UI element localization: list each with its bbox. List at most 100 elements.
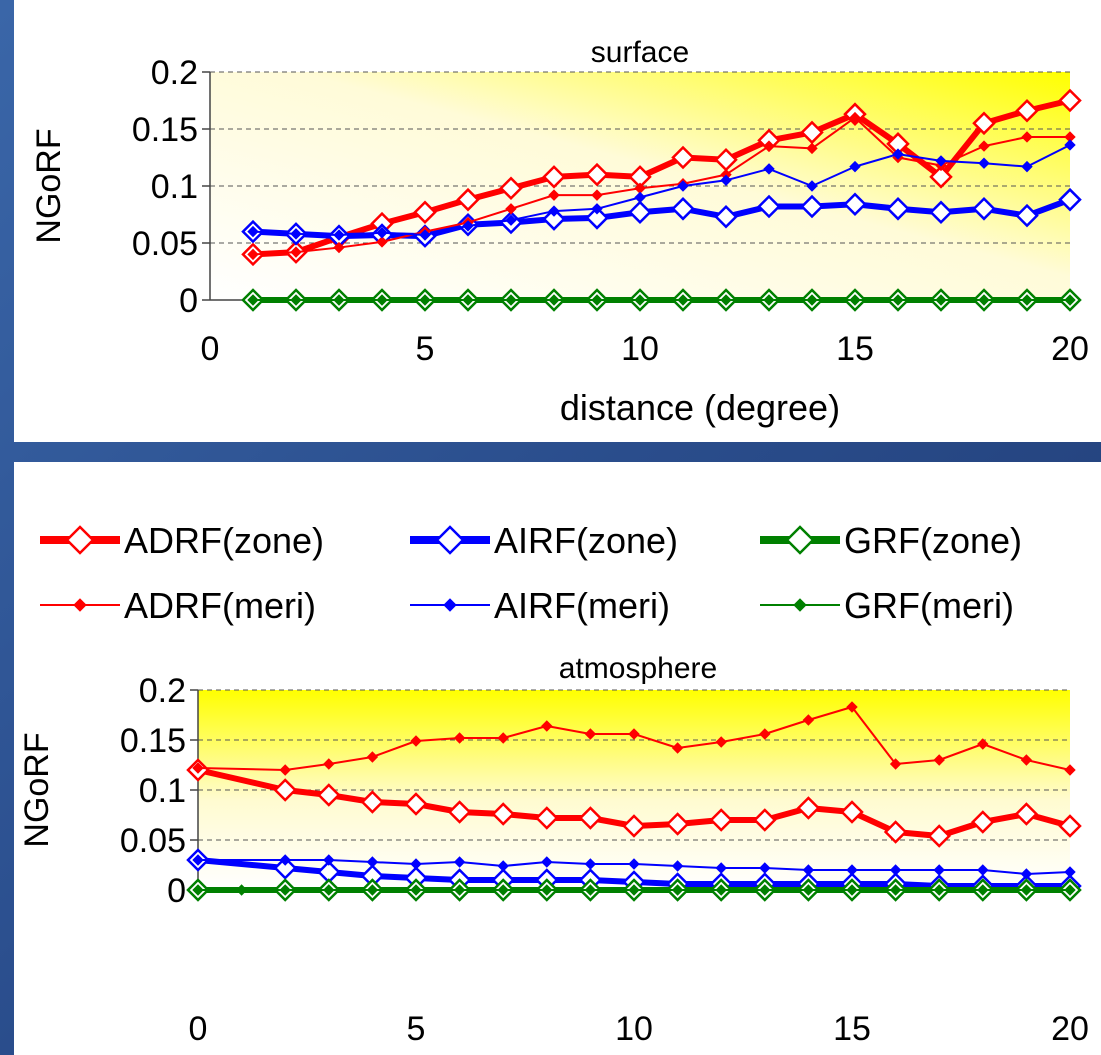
legend-label: GRF(zone) (844, 520, 1022, 561)
legend-swatch-marker (443, 598, 457, 612)
atmosphere-point-airf-meri (192, 854, 204, 866)
surface-x-tick-label: 5 (416, 330, 435, 368)
atmosphere-point-airf-meri (671, 860, 684, 872)
surface-point-adrf-zone (671, 145, 695, 170)
atmosphere-line-adrf-meri (197, 706, 1071, 771)
surface-chart-title: surface (591, 36, 689, 69)
legend-item-adrf-meri: ADRF(meri) (40, 585, 316, 626)
atmosphere-point-adrf-meri (192, 762, 204, 774)
atmosphere-point-adrf-zone (709, 808, 733, 832)
atmosphere-point-adrf-meri (671, 742, 684, 754)
atmosphere-point-adrf-meri (933, 754, 945, 766)
atmosphere-point-adrf-zone (796, 796, 821, 820)
atmosphere-point-airf-meri (889, 864, 902, 876)
surface-point-adrf-zone (972, 111, 996, 136)
surface-line-adrf-meri (252, 116, 1070, 256)
atmosphere-point-adrf-zone (753, 808, 777, 832)
surface-point-airf-meri (462, 220, 474, 232)
atmosphere-point-airf-meri (759, 862, 771, 874)
surface-point-grf-meri (634, 294, 646, 306)
surface-point-adrf-meri (806, 142, 818, 155)
atmosphere-point-adrf-meri (410, 735, 422, 747)
atmosphere-point-airf-meri (802, 864, 815, 876)
surface-point-adrf-meri (849, 111, 861, 124)
atmosphere-point-airf-meri (977, 864, 989, 876)
surface-point-grf-meri (1064, 294, 1076, 306)
surface-point-airf-zone (585, 206, 609, 230)
surface-point-airf-meri (892, 148, 904, 160)
legend-label: AIRF(zone) (494, 520, 678, 561)
atmosphere-point-airf-meri (1064, 866, 1076, 878)
surface-point-airf-zone (542, 207, 566, 231)
surface-point-airf-meri (505, 214, 517, 226)
surface-y-tick-label: 0.15 (132, 111, 198, 149)
surface-point-airf-meri (1064, 139, 1076, 151)
atmosphere-series-airf-meri (192, 854, 1076, 880)
surface-point-airf-meri (376, 227, 388, 239)
surface-point-airf-meri (290, 228, 302, 240)
atmosphere-point-adrf-meri (846, 701, 858, 713)
atmosphere-point-airf-meri (410, 858, 422, 870)
surface-point-grf-meri (290, 294, 302, 306)
surface-point-grf-meri (419, 294, 431, 306)
atmosphere-point-adrf-zone (840, 800, 864, 824)
atmosphere-point-grf-meri (802, 884, 815, 896)
legend-label: AIRF(meri) (494, 585, 670, 626)
legend-label: ADRF(meri) (124, 585, 316, 626)
surface-point-adrf-meri (333, 241, 345, 254)
atmosphere-point-airf-meri (323, 854, 335, 866)
surface-point-airf-zone (886, 197, 910, 221)
legend-swatch-marker (65, 525, 95, 555)
atmosphere-point-adrf-zone (665, 812, 690, 836)
surface-y-tick-label: 0.2 (151, 54, 198, 92)
atmosphere-point-grf-meri (715, 884, 727, 896)
atmosphere-y-tick-label: 0.2 (139, 672, 186, 710)
atmosphere-chart: 0 0.05 0.1 0.15 0.2 0 5 10 15 20 atmosphere NGoRF (18, 652, 1089, 1048)
atmosphere-point-adrf-zone (404, 792, 428, 816)
atmosphere-point-adrf-meri (977, 738, 989, 750)
atmosphere-point-grf-meri (846, 884, 858, 896)
legend-swatch-marker (435, 525, 465, 555)
atmosphere-point-grf-meri (933, 884, 945, 896)
surface-point-airf-meri (849, 160, 861, 173)
surface-point-adrf-zone (456, 187, 480, 212)
atmosphere-point-airf-meri (715, 862, 727, 874)
atmosphere-y-tick-label: 0.15 (120, 722, 186, 760)
atmosphere-point-grf-meri (453, 884, 466, 896)
surface-point-grf-meri (462, 294, 474, 306)
surface-x-tick-label: 0 (201, 330, 220, 368)
surface-point-airf-zone (1015, 203, 1039, 228)
atmosphere-y-tick-label: 0.1 (139, 772, 186, 810)
atmosphere-point-grf-meri (497, 884, 509, 896)
atmosphere-point-airf-meri (933, 864, 945, 876)
atmosphere-gridlines (198, 689, 1070, 841)
surface-point-adrf-zone (929, 165, 953, 189)
atmosphere-point-grf-meri (192, 884, 204, 896)
surface-point-adrf-meri (1021, 131, 1033, 143)
atmosphere-point-adrf-zone (360, 790, 385, 814)
atmosphere-x-tick-label: 0 (189, 1010, 208, 1048)
atmosphere-point-grf-meri (889, 884, 902, 896)
surface-point-adrf-meri (978, 140, 990, 152)
surface-point-adrf-zone (1015, 98, 1039, 123)
atmosphere-y-axis-label: NGoRF (18, 732, 56, 847)
atmosphere-point-adrf-meri (541, 720, 553, 732)
atmosphere-point-adrf-meri (715, 736, 727, 748)
surface-point-airf-meri (720, 174, 732, 187)
atmosphere-point-adrf-zone (1014, 802, 1039, 826)
atmosphere-point-grf-meri (759, 884, 771, 896)
legend-item-adrf-zone: ADRF(zone) (40, 520, 324, 561)
atmosphere-point-grf-meri (628, 884, 640, 896)
atmosphere-x-tick-label: 15 (833, 1010, 871, 1048)
surface-point-airf-meri (247, 225, 259, 238)
surface-point-grf-meri (677, 294, 689, 306)
atmosphere-point-adrf-meri (323, 758, 335, 770)
atmosphere-point-adrf-zone (971, 810, 995, 834)
atmosphere-point-adrf-zone (927, 824, 951, 848)
surface-point-adrf-zone (1058, 88, 1082, 113)
surface-point-airf-meri (333, 229, 345, 241)
atmosphere-point-grf-meri (671, 884, 684, 896)
surface-x-tick-label: 15 (836, 330, 874, 368)
atmosphere-point-adrf-zone (1058, 814, 1082, 838)
